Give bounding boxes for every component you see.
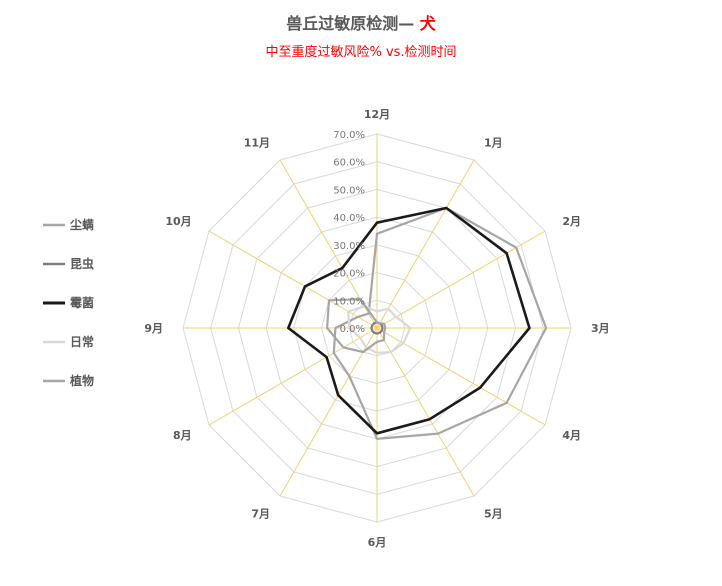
category-label: 10月: [165, 215, 191, 228]
series-line-0: [332, 206, 548, 440]
category-label: 8月: [173, 429, 192, 442]
series-line-1: [370, 321, 384, 335]
grid-spoke: [376, 327, 475, 497]
legend-label: 霉菌: [70, 295, 94, 310]
category-labels: 12月 1月 2月 3月 4月 5月 6月 7月 8月 9月 10月 11月: [144, 108, 609, 549]
series-line-4: [326, 298, 387, 354]
radial-tick-label: 70.0%: [333, 130, 365, 141]
grid-spoke: [376, 159, 475, 329]
radar-series-group: [287, 206, 548, 440]
radial-tick-label: 40.0%: [333, 213, 365, 224]
legend-label: 尘螨: [70, 217, 94, 232]
category-label: 4月: [562, 429, 581, 442]
category-label: 9月: [144, 322, 163, 335]
radial-tick-label: 20.0%: [333, 269, 365, 280]
category-label: 12月: [364, 108, 390, 121]
category-label: 5月: [484, 507, 503, 520]
radial-tick-labels: 0.0% 10.0% 20.0% 30.0% 40.0% 50.0% 60.0% 70.0%: [333, 130, 365, 335]
legend-label: 昆虫: [70, 256, 94, 271]
category-label: 3月: [591, 322, 610, 335]
series-line-3: [347, 305, 412, 355]
category-label: 1月: [484, 137, 503, 150]
grid-spoke: [376, 327, 546, 426]
category-label: 2月: [562, 215, 581, 228]
grid-spoke: [279, 327, 378, 497]
radar-grid: [182, 133, 572, 523]
legend-label: 日常: [70, 334, 94, 349]
radial-tick-label: 60.0%: [333, 158, 365, 169]
radial-tick-label: 10.0%: [333, 296, 365, 307]
series-line-2: [287, 206, 531, 435]
radial-tick-label: 30.0%: [333, 241, 365, 252]
grid-spoke: [208, 327, 378, 426]
radial-tick-label: 50.0%: [333, 185, 365, 196]
category-label: 6月: [368, 536, 387, 549]
category-label: 7月: [251, 507, 270, 520]
category-label: 11月: [244, 137, 270, 150]
legend-label: 植物: [69, 373, 94, 388]
radial-tick-label: 0.0%: [340, 324, 365, 335]
